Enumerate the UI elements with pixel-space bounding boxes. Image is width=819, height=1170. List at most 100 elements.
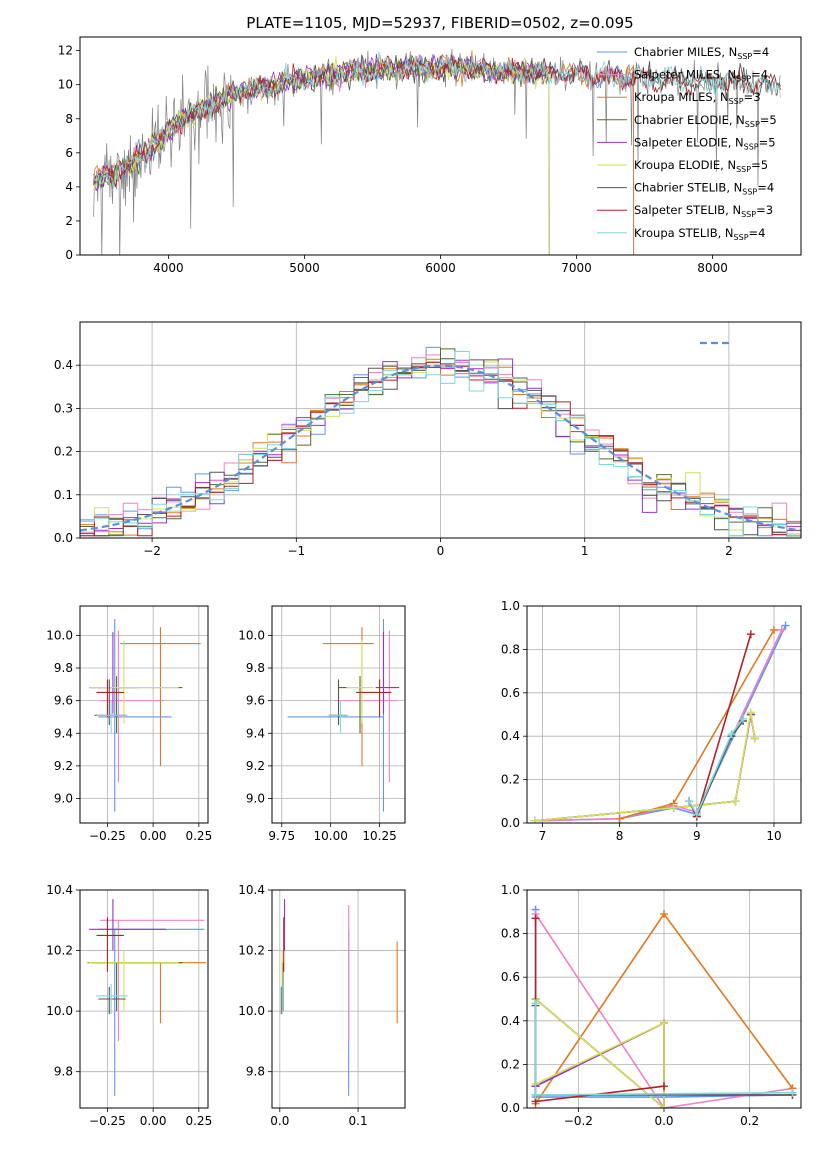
legend-nssp-eq: = — [756, 203, 766, 217]
histogram-step — [80, 351, 801, 537]
legend-nssp-eq: = — [751, 158, 761, 172]
weight-marker — [746, 630, 755, 639]
legend-entry: Kroupa ELODIE, NSSP=5 — [634, 158, 768, 174]
x-tick-label: 9.75 — [268, 829, 295, 843]
mass-vs-metallicity-panel: −0.25 0.00 0.25 9.8 10.0 10.2 10.4 — [46, 883, 212, 1128]
legend-nssp-eq: = — [749, 226, 759, 240]
legend-name: Salpeter STELIB — [634, 203, 725, 217]
y-tick-label: 12 — [58, 44, 73, 58]
legend-nssp-prefix: , N — [720, 158, 736, 172]
legend-entry: Salpeter ELODIE, NSSP=5 — [634, 135, 776, 151]
y-tick-label: 10.0 — [238, 628, 265, 642]
x-tick-label: 0.00 — [140, 829, 167, 843]
legend-name: Chabrier STELIB — [634, 181, 726, 195]
legend-nssp-sub: SSP — [742, 188, 757, 197]
x-tick-label: −0.25 — [89, 1114, 126, 1128]
legend-nssp-eq: = — [744, 90, 754, 104]
legend-name: Kroupa ELODIE — [634, 158, 720, 172]
axes-frame — [79, 321, 802, 539]
legend-nssp-sub: SSP — [737, 52, 752, 61]
y-tick-label: 0.8 — [501, 642, 520, 656]
x-tick-label: 10 — [766, 829, 781, 843]
x-tick-label: 4000 — [153, 261, 184, 275]
legend-nssp-prefix: , N — [729, 113, 745, 127]
legend-nssp-sub: SSP — [734, 233, 749, 242]
plot-area — [80, 346, 801, 537]
x-tick-label: 0.0 — [654, 1114, 673, 1128]
y-tick-label: 0.0 — [501, 1101, 520, 1115]
y-tick-label: 10 — [58, 78, 73, 92]
weight-line — [534, 712, 756, 822]
y-tick-label: 9.6 — [246, 694, 265, 708]
legend-nssp-eq: = — [751, 68, 761, 82]
model-spectrum-line — [93, 54, 635, 255]
legend-nssp-value: 4 — [758, 226, 765, 240]
legend-nssp-sub: SSP — [744, 142, 759, 151]
x-tick-label: −0.2 — [564, 1114, 593, 1128]
legend-nssp-value: 3 — [766, 203, 773, 217]
y-tick-label: 0.3 — [54, 401, 73, 415]
legend-nssp-eq: = — [760, 113, 770, 127]
x-tick-label: 7000 — [561, 261, 592, 275]
legend-entry: Salpeter MILES, NSSP=4 — [634, 68, 768, 84]
weight-marker — [777, 625, 786, 634]
legend-entry: Chabrier STELIB, NSSP=4 — [634, 181, 774, 197]
y-tick-label: 0.6 — [501, 686, 520, 700]
y-tick-label: 10.4 — [238, 883, 265, 897]
y-tick-label: 0.2 — [501, 773, 520, 787]
x-tick-label: 6000 — [425, 261, 456, 275]
weight-marker — [692, 810, 701, 819]
legend-nssp-sub: SSP — [745, 120, 760, 129]
weight-marker — [750, 734, 759, 743]
y-tick-label: 10.0 — [238, 1004, 265, 1018]
y-tick-label: 0.1 — [54, 488, 73, 502]
y-tick-label: 0.8 — [501, 927, 520, 941]
legend-nssp-value: 5 — [768, 135, 775, 149]
x-tick-label: −1 — [287, 544, 305, 558]
legend-name: Chabrier MILES — [634, 45, 721, 59]
weight-marker — [660, 1082, 668, 1091]
y-tick-label: 9.6 — [54, 694, 73, 708]
legend-nssp-prefix: , N — [725, 203, 741, 217]
x-tick-label: 0.0 — [270, 1114, 289, 1128]
weight-line — [688, 633, 752, 819]
x-tick-label: −0.25 — [89, 829, 126, 843]
figure-title: PLATE=1105, MJD=52937, FIBERID=0502, z=0… — [246, 14, 633, 32]
model-spectrum-line — [93, 53, 550, 255]
histogram-step — [80, 361, 801, 537]
weight-marker — [531, 914, 540, 923]
legend-nssp-sub: SSP — [741, 210, 756, 219]
y-tick-label: 1.0 — [501, 883, 520, 897]
weight-vs-metallicity-panel: −0.2 0.0 0.2 0.0 0.2 0.4 0.6 0.8 1.0 — [501, 883, 802, 1128]
legend-nssp-sub: SSP — [729, 97, 744, 106]
plot-area — [530, 621, 790, 823]
weight-line — [535, 998, 665, 1108]
model-spectrum-line — [93, 56, 550, 255]
y-tick-label: 9.8 — [54, 661, 73, 675]
legend-nssp-prefix: , N — [720, 68, 736, 82]
y-tick-label: 0 — [65, 248, 73, 262]
legend-name: Salpeter MILES — [634, 68, 720, 82]
y-tick-label: 10.2 — [238, 944, 265, 958]
axes-frame — [526, 889, 802, 1109]
weight-marker — [660, 1104, 668, 1108]
plot-area — [280, 899, 398, 1096]
x-tick-label: 2 — [725, 544, 733, 558]
y-tick-label: 9.8 — [246, 661, 265, 675]
y-tick-label: 9.0 — [54, 792, 73, 806]
legend-name: Kroupa STELIB — [634, 226, 718, 240]
y-tick-label: 0.6 — [501, 970, 520, 984]
weight-marker — [531, 1090, 540, 1099]
x-tick-label: 10.00 — [313, 829, 347, 843]
y-tick-label: 6 — [65, 146, 73, 160]
x-tick-label: 8 — [616, 829, 624, 843]
x-tick-label: 0.25 — [185, 829, 212, 843]
plot-area — [531, 905, 797, 1108]
y-tick-label: 4 — [65, 180, 73, 194]
plot-area — [93, 48, 781, 255]
weight-marker — [788, 1088, 797, 1097]
weight-marker — [685, 797, 694, 806]
spectrum-panel: 4000 5000 6000 7000 8000 0 2 4 6 8 10 12 Chabrier MI… — [58, 36, 802, 275]
weight-marker — [769, 625, 778, 634]
